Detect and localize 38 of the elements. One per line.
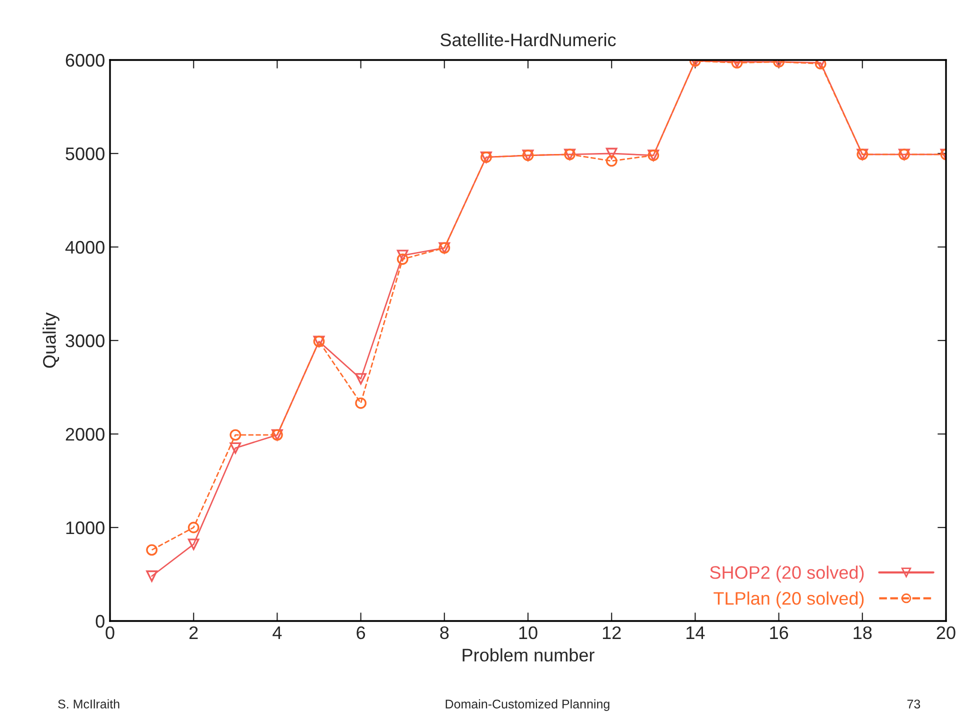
text: S. McIlraith [58, 699, 120, 708]
y-tick-label: 0 [96, 614, 104, 628]
y-tick-label: 3000 [66, 334, 104, 348]
x-tick-label: 16 [770, 626, 788, 640]
point [188, 522, 200, 534]
y-tick-label: 4000 [65, 240, 104, 254]
point [188, 538, 200, 550]
point [396, 250, 408, 262]
text: 73 [907, 700, 920, 708]
legend-label: TLPlan (20 solved) [714, 592, 864, 608]
x-tick-label: 18 [854, 626, 872, 640]
x-tick-label: 8 [440, 626, 449, 640]
text: Domain-Customized Planning [446, 699, 610, 711]
point [396, 253, 408, 265]
y-tick-label: 1000 [66, 521, 104, 534]
point [606, 155, 618, 167]
x-tick-label: 12 [602, 626, 621, 639]
x-tick-label: 20 [936, 626, 956, 640]
point [606, 148, 618, 160]
x-axis-title: Problem number [462, 648, 594, 662]
point [230, 429, 242, 441]
x-tick-label: 6 [356, 626, 366, 640]
y-axis-title: Quality [42, 312, 60, 368]
point [230, 442, 242, 454]
x-tick-label: 14 [686, 626, 705, 639]
y-tick-label: 2000 [66, 428, 104, 441]
x-tick-label: 4 [272, 626, 282, 639]
x-tick-label: 10 [519, 626, 538, 640]
x-tick-label: 2 [189, 626, 198, 639]
point [146, 570, 158, 582]
x-tick-label: 0 [106, 626, 114, 640]
chart-title: Satellite-HardNumeric [440, 33, 616, 46]
point [355, 373, 366, 385]
point [355, 397, 366, 409]
legend-label: SHOP2 (20 solved) [710, 566, 864, 582]
y-tick-label: 5000 [66, 147, 104, 160]
point [146, 544, 158, 556]
y-tick-label: 6000 [66, 54, 104, 67]
